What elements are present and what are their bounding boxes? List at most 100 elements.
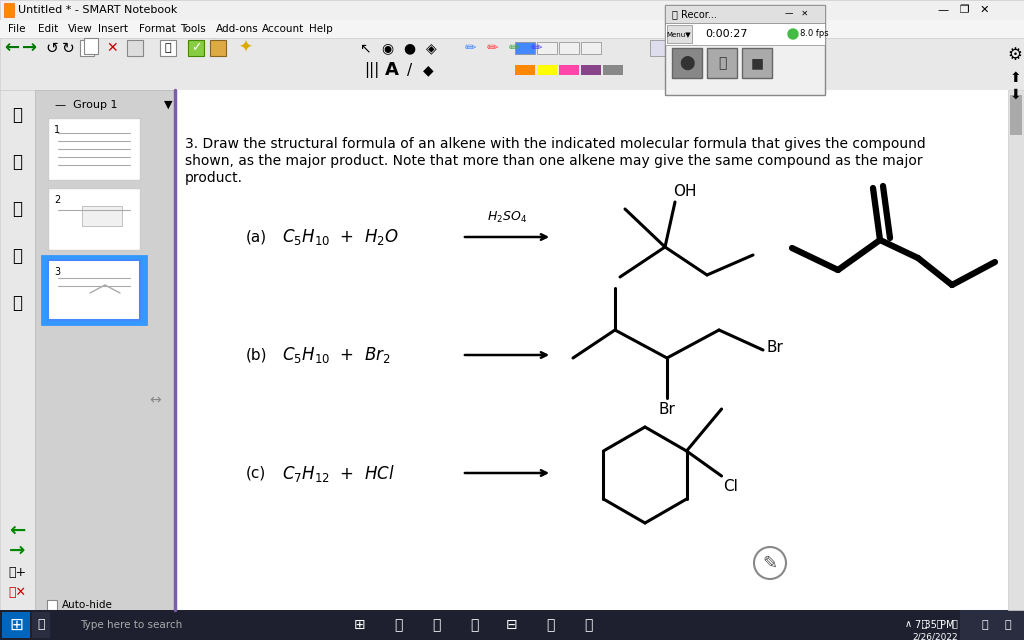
Bar xyxy=(4,3,14,17)
Text: 2: 2 xyxy=(54,195,60,205)
Text: 7:35 PM: 7:35 PM xyxy=(915,620,954,630)
Text: Help: Help xyxy=(308,24,332,34)
Text: File: File xyxy=(8,24,26,34)
Bar xyxy=(665,5,825,95)
Text: Format: Format xyxy=(139,24,176,34)
Text: 🔍: 🔍 xyxy=(165,43,171,53)
Text: ✏: ✏ xyxy=(508,41,520,55)
Text: ↺: ↺ xyxy=(46,40,58,56)
Bar xyxy=(603,65,623,75)
Text: ✎: ✎ xyxy=(763,555,777,573)
Text: ↻: ↻ xyxy=(61,40,75,56)
Text: ⊟: ⊟ xyxy=(506,618,518,632)
Bar xyxy=(581,42,601,54)
Text: ✓: ✓ xyxy=(190,42,202,54)
Text: 📄✕: 📄✕ xyxy=(8,586,26,600)
Bar xyxy=(742,48,772,78)
Text: ⏸: ⏸ xyxy=(718,56,726,70)
Text: ⬤: ⬤ xyxy=(679,56,694,70)
Bar xyxy=(1010,95,1022,135)
Text: ⊞: ⊞ xyxy=(354,618,366,632)
Text: 📎: 📎 xyxy=(12,200,22,218)
Bar xyxy=(48,188,140,250)
Text: ↔: ↔ xyxy=(150,393,161,407)
Text: Menu▼: Menu▼ xyxy=(667,31,691,37)
Text: 📄+: 📄+ xyxy=(8,566,26,579)
Text: Account: Account xyxy=(262,24,304,34)
Text: 3: 3 xyxy=(54,267,60,277)
Text: A: A xyxy=(385,61,399,79)
Text: (b): (b) xyxy=(246,348,267,362)
Bar xyxy=(961,610,1024,640)
Bar xyxy=(515,42,535,54)
Text: Tools: Tools xyxy=(180,24,206,34)
Bar xyxy=(84,38,98,54)
Text: ✦: ✦ xyxy=(238,39,252,57)
Text: 0:00:27: 0:00:27 xyxy=(706,29,749,39)
Text: 1: 1 xyxy=(54,125,60,135)
Text: ✏: ✏ xyxy=(486,41,498,55)
Bar xyxy=(537,42,557,54)
Bar xyxy=(665,23,825,45)
Text: Type here to search: Type here to search xyxy=(80,620,182,630)
Text: Cl: Cl xyxy=(724,479,738,494)
Text: ⊞: ⊞ xyxy=(9,616,23,634)
Text: ✏: ✏ xyxy=(464,41,476,55)
Bar xyxy=(32,612,50,638)
Text: ●: ● xyxy=(402,41,415,55)
Text: ▼: ▼ xyxy=(164,100,172,110)
Bar xyxy=(0,610,1024,640)
Text: $H_2SO_4$: $H_2SO_4$ xyxy=(487,210,527,225)
Text: 🔍: 🔍 xyxy=(37,618,45,632)
Text: 🔵: 🔵 xyxy=(546,618,554,632)
Bar xyxy=(1008,90,1024,610)
Bar xyxy=(537,65,557,75)
Text: shown, as the major product. Note that more than one alkene may give the same co: shown, as the major product. Note that m… xyxy=(185,154,923,168)
Text: 🎭: 🎭 xyxy=(12,294,22,312)
Text: OH: OH xyxy=(673,184,696,200)
Text: 🌐: 🌐 xyxy=(470,618,478,632)
Text: Insert: Insert xyxy=(98,24,128,34)
Text: —   ❐   ✕: — ❐ ✕ xyxy=(939,5,990,15)
Bar xyxy=(210,40,226,56)
Text: 📋: 📋 xyxy=(394,618,402,632)
Text: |||: ||| xyxy=(365,62,380,78)
Text: $C_5H_{10}$  +  $Br_2$: $C_5H_{10}$ + $Br_2$ xyxy=(282,345,391,365)
Bar xyxy=(80,40,94,56)
Bar xyxy=(42,256,146,324)
Bar xyxy=(515,65,535,75)
Text: ⬇: ⬇ xyxy=(1010,88,1021,102)
Text: $C_5H_{10}$  +  $H_2O$: $C_5H_{10}$ + $H_2O$ xyxy=(282,227,399,247)
Text: 📹 Recor...: 📹 Recor... xyxy=(672,9,717,19)
Text: ✏: ✏ xyxy=(530,41,542,55)
Bar xyxy=(176,90,1024,610)
Text: 🔋: 🔋 xyxy=(982,620,988,630)
Text: ⚙: ⚙ xyxy=(1008,46,1022,64)
Bar xyxy=(0,38,1024,90)
Text: View: View xyxy=(68,24,93,34)
Text: 🔠: 🔠 xyxy=(12,247,22,265)
Circle shape xyxy=(788,29,798,39)
Bar xyxy=(650,40,668,56)
Bar xyxy=(48,118,140,180)
Bar xyxy=(707,48,737,78)
Text: —  Group 1: — Group 1 xyxy=(55,100,118,110)
Bar xyxy=(665,5,825,23)
Text: product.: product. xyxy=(185,171,243,185)
Bar xyxy=(581,65,601,75)
Text: 📁: 📁 xyxy=(432,618,440,632)
Bar xyxy=(35,90,175,610)
Text: 📄: 📄 xyxy=(12,106,22,124)
Text: Untitled * - SMART Notebook: Untitled * - SMART Notebook xyxy=(18,5,177,15)
Text: ✕: ✕ xyxy=(106,41,118,55)
Bar xyxy=(47,600,57,610)
Text: /: / xyxy=(408,63,413,77)
Text: ⬆: ⬆ xyxy=(1010,71,1021,85)
Bar xyxy=(127,40,143,56)
Bar xyxy=(667,25,692,43)
Bar xyxy=(188,40,204,56)
Bar xyxy=(672,48,702,78)
Text: ∧   📶   🔊   💬: ∧ 📶 🔊 💬 xyxy=(905,618,957,628)
Text: →: → xyxy=(23,39,38,57)
Bar xyxy=(82,206,122,226)
